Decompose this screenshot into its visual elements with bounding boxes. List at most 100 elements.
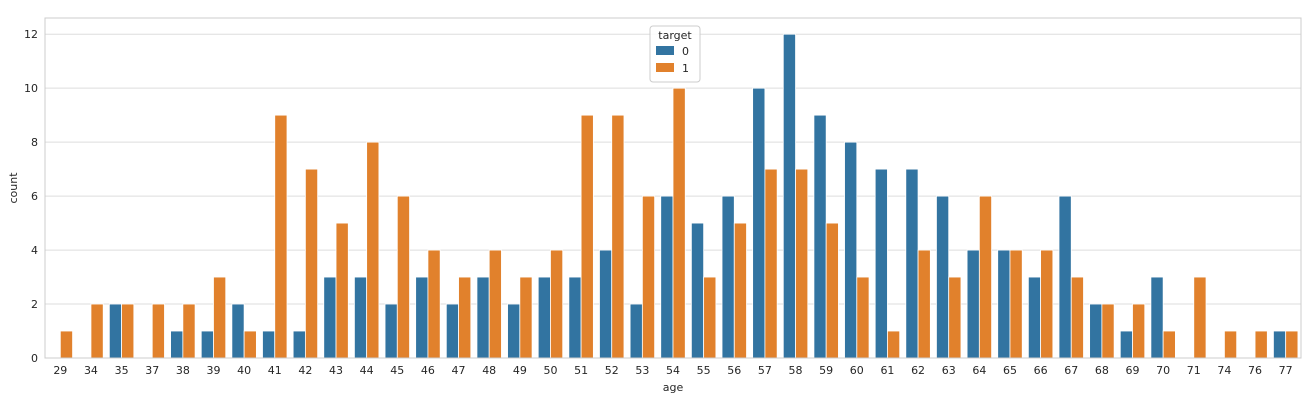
bar-age-55-target-1 bbox=[703, 276, 717, 359]
x-tick-label: 51 bbox=[574, 364, 588, 377]
bar-age-62-target-0 bbox=[905, 168, 919, 359]
x-tick-label: 34 bbox=[84, 364, 98, 377]
x-tick-label: 58 bbox=[789, 364, 803, 377]
x-tick-label: 56 bbox=[727, 364, 741, 377]
bar-age-46-target-1 bbox=[427, 249, 441, 359]
bar-age-44-target-1 bbox=[366, 141, 380, 359]
x-tick-label: 40 bbox=[237, 364, 251, 377]
bar-age-40-target-0 bbox=[231, 303, 245, 359]
bar-age-53-target-1 bbox=[641, 195, 656, 359]
x-tick-label: 50 bbox=[543, 364, 557, 377]
x-tick-label: 60 bbox=[850, 364, 864, 377]
x-tick-label: 54 bbox=[666, 364, 680, 377]
legend-label-0: 0 bbox=[682, 45, 689, 58]
bar-age-66-target-0 bbox=[1027, 276, 1042, 359]
bar-age-59-target-1 bbox=[825, 222, 839, 359]
x-tick-label: 77 bbox=[1279, 364, 1293, 377]
bar-age-42-target-0 bbox=[292, 330, 306, 359]
bar-age-57-target-1 bbox=[764, 168, 778, 359]
x-tick-label: 43 bbox=[329, 364, 343, 377]
bar-age-56-target-1 bbox=[733, 222, 747, 359]
y-tick-label: 4 bbox=[31, 244, 38, 257]
bar-age-38-target-0 bbox=[170, 330, 184, 359]
bar-age-50-target-0 bbox=[537, 276, 551, 359]
x-tick-label: 29 bbox=[53, 364, 67, 377]
bar-age-64-target-1 bbox=[978, 195, 992, 359]
y-tick-label: 2 bbox=[31, 298, 38, 311]
bar-age-76-target-1 bbox=[1254, 330, 1268, 359]
bar-age-69-target-0 bbox=[1119, 330, 1133, 359]
y-tick-label: 6 bbox=[31, 190, 38, 203]
bar-age-56-target-0 bbox=[721, 195, 735, 359]
bar-age-35-target-0 bbox=[108, 303, 122, 359]
x-tick-label: 48 bbox=[482, 364, 496, 377]
bar-age-40-target-1 bbox=[243, 330, 257, 359]
bar-age-77-target-1 bbox=[1285, 330, 1299, 359]
x-tick-label: 65 bbox=[1003, 364, 1017, 377]
y-axis-label: count bbox=[7, 172, 20, 204]
bar-age-37-target-1 bbox=[151, 303, 165, 359]
bar-age-63-target-1 bbox=[948, 276, 962, 359]
x-tick-label: 67 bbox=[1064, 364, 1078, 377]
x-tick-labels: 29 34 35 37 38 39 40 41 42 43 44 45 46 47 48 49 50 51 52 53… bbox=[53, 364, 1292, 377]
x-tick-label: 70 bbox=[1156, 364, 1170, 377]
bar-age-58-target-1 bbox=[795, 168, 809, 359]
legend-items: 01 bbox=[656, 45, 689, 75]
y-tick-label: 0 bbox=[31, 352, 38, 365]
x-tick-label: 59 bbox=[819, 364, 833, 377]
x-tick-label: 46 bbox=[421, 364, 435, 377]
x-tick-label: 53 bbox=[635, 364, 649, 377]
bar-age-38-target-1 bbox=[182, 303, 196, 359]
x-tick-label: 61 bbox=[880, 364, 894, 377]
bar-age-42-target-1 bbox=[304, 168, 319, 359]
bar-age-59-target-0 bbox=[813, 114, 827, 359]
y-tick-labels: 0 2 4 6 8 10 12 bbox=[24, 28, 38, 365]
legend: target 01 bbox=[649, 25, 701, 83]
x-tick-label: 69 bbox=[1126, 364, 1140, 377]
x-tick-label: 39 bbox=[206, 364, 220, 377]
bar-age-68-target-0 bbox=[1089, 303, 1103, 359]
y-tick-label: 10 bbox=[24, 82, 38, 95]
x-tick-label: 52 bbox=[605, 364, 619, 377]
bar-age-54-target-0 bbox=[660, 195, 674, 359]
bar-age-60-target-1 bbox=[856, 276, 870, 359]
x-tick-label: 55 bbox=[697, 364, 711, 377]
bar-age-77-target-0 bbox=[1273, 330, 1287, 359]
bar-age-48-target-1 bbox=[488, 249, 502, 359]
x-tick-label: 57 bbox=[758, 364, 772, 377]
x-tick-label: 76 bbox=[1248, 364, 1262, 377]
bar-age-49-target-1 bbox=[519, 276, 533, 359]
x-tick-label: 44 bbox=[360, 364, 374, 377]
x-tick-label: 42 bbox=[298, 364, 312, 377]
bar-age-63-target-0 bbox=[936, 195, 950, 359]
bar-age-61-target-0 bbox=[874, 168, 888, 359]
legend-title: target bbox=[658, 29, 692, 42]
bar-age-60-target-0 bbox=[844, 141, 858, 359]
bar-age-49-target-0 bbox=[507, 303, 521, 359]
bar-age-55-target-0 bbox=[690, 222, 705, 359]
bar-age-51-target-1 bbox=[580, 114, 594, 359]
plot-frame bbox=[44, 17, 1302, 359]
bar-age-68-target-1 bbox=[1101, 303, 1115, 359]
bar-age-46-target-0 bbox=[415, 276, 429, 359]
bar-age-43-target-1 bbox=[335, 222, 349, 359]
bar-age-51-target-0 bbox=[568, 276, 582, 359]
bar-age-71-target-1 bbox=[1193, 276, 1207, 359]
bar-age-41-target-1 bbox=[274, 114, 288, 359]
x-tick-label: 64 bbox=[972, 364, 986, 377]
x-tick-label: 63 bbox=[942, 364, 956, 377]
bar-age-39-target-1 bbox=[213, 276, 227, 359]
x-tick-label: 41 bbox=[268, 364, 282, 377]
bar-age-44-target-0 bbox=[354, 276, 368, 359]
legend-label-1: 1 bbox=[682, 62, 689, 75]
bar-age-53-target-0 bbox=[629, 303, 643, 359]
x-tick-label: 62 bbox=[911, 364, 925, 377]
bar-age-45-target-0 bbox=[384, 303, 398, 359]
x-tick-label: 66 bbox=[1034, 364, 1048, 377]
x-tick-label: 38 bbox=[176, 364, 190, 377]
bar-age-61-target-1 bbox=[887, 330, 901, 359]
bar-age-45-target-1 bbox=[396, 195, 410, 359]
bar-age-47-target-1 bbox=[458, 276, 472, 359]
